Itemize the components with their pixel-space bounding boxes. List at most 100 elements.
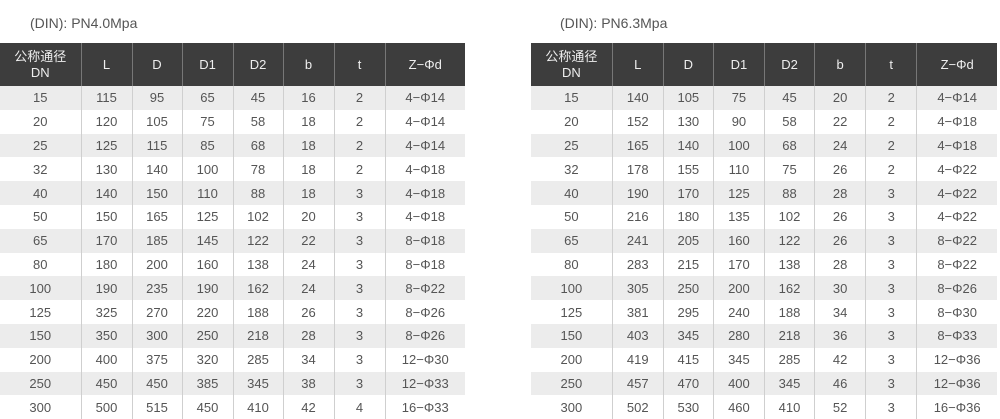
table-cell: 218 [763, 323, 815, 348]
table-cell: 140 [611, 86, 664, 110]
table-cell: 250 [531, 371, 613, 396]
table-cell: 58 [232, 109, 283, 134]
table-row: 15 115 95 65 45 16 2 4−Φ14 [0, 86, 465, 110]
table-title: (DIN): PN6.3Mpa [560, 15, 668, 31]
table-cell: 3 [333, 300, 385, 324]
table-cell: 150 [80, 204, 132, 229]
table-cell: 350 [80, 323, 132, 348]
table-cell: 3 [865, 228, 917, 253]
table-cell: 46 [814, 371, 866, 396]
table-cell: 16 [282, 86, 334, 110]
table-cell: 125 [181, 204, 233, 229]
table-cell: 4−Φ18 [384, 181, 465, 205]
table-cell: 135 [712, 204, 765, 229]
column-header: b [282, 43, 334, 86]
table-row: 32 178 155 110 75 26 2 4−Φ22 [531, 157, 997, 182]
table-cell: 130 [80, 157, 132, 182]
table-cell: 102 [763, 204, 815, 229]
table-row: 80 180 200 160 138 24 3 8−Φ18 [0, 252, 465, 277]
table-cell: 125 [80, 133, 132, 158]
table-cell: 3 [865, 371, 917, 396]
table-cell: 75 [712, 86, 765, 110]
table-cell: 8−Φ22 [384, 276, 465, 301]
table-cell: 215 [662, 252, 714, 277]
table-cell: 24 [814, 133, 866, 158]
table-cell: 85 [181, 133, 233, 158]
table-cell: 345 [232, 371, 283, 396]
table-row: 20 120 105 75 58 18 2 4−Φ14 [0, 109, 465, 134]
table-cell: 3 [865, 276, 917, 301]
table-cell: 4−Φ18 [384, 157, 465, 182]
table-cell: 110 [181, 181, 233, 205]
column-header: t [333, 43, 385, 86]
table-cell: 3 [865, 347, 917, 372]
table-cell: 178 [611, 157, 664, 182]
table-cell: 381 [611, 300, 664, 324]
table-cell: 250 [0, 371, 81, 396]
table-cell: 283 [611, 252, 664, 277]
table-cell: 42 [282, 395, 334, 419]
table-cell: 240 [712, 300, 765, 324]
table-cell: 3 [865, 395, 917, 419]
table-cell: 4−Φ14 [384, 133, 465, 158]
table-cell: 4−Φ14 [384, 86, 465, 110]
column-header: 公称通径 DN [0, 43, 81, 86]
table-cell: 305 [611, 276, 664, 301]
table-cell: 515 [131, 395, 182, 419]
table-cell: 216 [611, 204, 664, 229]
table-row: 150 350 300 250 218 28 3 8−Φ26 [0, 323, 465, 348]
table-cell: 100 [712, 133, 765, 158]
table-cell: 2 [865, 86, 917, 110]
table-cell: 218 [232, 323, 283, 348]
table-row: 65 170 185 145 122 22 3 8−Φ18 [0, 228, 465, 253]
table-cell: 28 [282, 323, 334, 348]
column-header: D1 [712, 43, 765, 86]
table-cell: 20 [33, 114, 48, 130]
table-row: 250 457 470 400 345 46 3 12−Φ36 [531, 371, 997, 396]
table-cell: 295 [662, 300, 714, 324]
column-header: t [865, 43, 917, 86]
table-cell: 68 [763, 133, 815, 158]
table-cell: 4−Φ14 [384, 109, 465, 134]
column-header: D1 [181, 43, 233, 86]
table-row: 65 241 205 160 122 26 3 8−Φ22 [531, 228, 997, 253]
table-cell: 3 [865, 252, 917, 277]
table-cell: 2 [865, 109, 917, 134]
table-cell: 8−Φ26 [916, 276, 997, 301]
table-cell: 165 [611, 133, 664, 158]
table-row: 300 502 530 460 410 52 3 16−Φ36 [531, 395, 997, 419]
table-cell: 300 [560, 399, 583, 415]
table-cell: 12−Φ36 [916, 347, 997, 372]
table-cell: 30 [814, 276, 866, 301]
table-cell: 105 [131, 109, 182, 134]
column-header: b [814, 43, 866, 86]
table-cell: 100 [0, 276, 81, 301]
table-cell: 4−Φ22 [916, 157, 997, 182]
table-cell: 26 [282, 300, 334, 324]
table-cell: 2 [333, 109, 385, 134]
table-cell: 205 [662, 228, 714, 253]
table-cell: 20 [564, 114, 579, 130]
table-cell: 300 [29, 399, 52, 415]
table-cell: 410 [232, 395, 283, 419]
table-row: 80 283 215 170 138 28 3 8−Φ22 [531, 252, 997, 277]
table-cell: 170 [662, 181, 714, 205]
table-cell: 115 [80, 86, 132, 110]
table-title: (DIN): PN4.0Mpa [30, 15, 138, 31]
table-cell: 42 [814, 347, 866, 372]
column-header: Z−Φd [916, 43, 997, 86]
table-cell: 162 [763, 276, 815, 301]
table-cell: 3 [333, 228, 385, 253]
table-cell: 18 [282, 109, 334, 134]
table-cell: 235 [131, 276, 182, 301]
table-cell: 160 [181, 252, 233, 277]
table-cell: 160 [712, 228, 765, 253]
table-cell: 285 [763, 347, 815, 372]
table-cell: 110 [712, 157, 765, 182]
table-cell: 20 [282, 204, 334, 229]
table-cell: 38 [282, 371, 334, 396]
table-cell: 385 [181, 371, 233, 396]
table-row: 32 130 140 100 78 18 2 4−Φ18 [0, 157, 465, 182]
table-cell: 125 [560, 304, 583, 320]
table-cell: 130 [662, 109, 714, 134]
